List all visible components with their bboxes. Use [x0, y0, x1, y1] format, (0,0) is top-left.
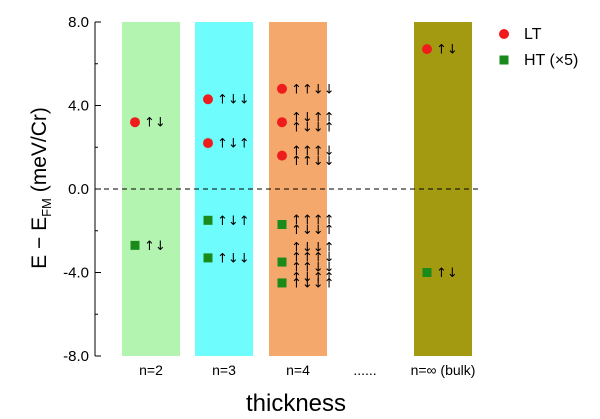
y-tick-label: -4.0: [63, 265, 89, 282]
lt-point: [277, 117, 287, 128]
lt-point: [422, 44, 432, 55]
spin-config-label: ↑↓: [144, 239, 166, 254]
spin-config-label: ↑↑↑↑: [291, 213, 335, 228]
y-axis-title-main: E − E: [28, 217, 51, 269]
spin-config-label: ↑↑↓↓: [291, 154, 335, 169]
lt-point: [203, 138, 213, 149]
spin-config-label: ↑↓↓↑: [291, 241, 335, 256]
lt-point: [130, 117, 140, 128]
spin-config-label: ↑↓: [436, 266, 458, 281]
ht-point: [277, 257, 287, 267]
ht-point: [203, 215, 213, 225]
y-axis-title-subscript: FM: [39, 198, 54, 217]
y-tick-label: 4.0: [68, 98, 89, 115]
spin-config-label: ↑↓↓↑: [291, 276, 335, 291]
x-tick-labels: n=2 n=3 n=4 n=∞ (bulk): [139, 362, 475, 378]
y-axis: 8.0 4.0 0.0 -4.0 -8.0: [63, 14, 101, 365]
lt-point: [277, 150, 287, 161]
ht-point: [203, 253, 213, 263]
spin-config-label: ↑↓↑: [217, 137, 250, 152]
x-tick-label: n=4: [286, 362, 310, 378]
spin-config-label: ↑↓: [144, 116, 166, 131]
x-tick-label: n=2: [139, 362, 163, 378]
ht-point: [130, 240, 140, 250]
spin-config-label: ↑↓↓↑: [291, 121, 335, 136]
x-axis-title: thickness: [246, 390, 346, 417]
legend-label: LT: [524, 26, 542, 43]
spin-config-label: ↑↓: [436, 43, 458, 58]
x-tick-label: n=∞ (bulk): [411, 362, 476, 378]
y-axis-title-unit: (meV/Cr): [28, 107, 51, 198]
y-axis-title: E − EFM (meV/Cr): [28, 107, 54, 269]
x-tick-label: n=3: [212, 362, 236, 378]
spin-config-label: ↑↑↓↓: [291, 261, 335, 276]
y-tick-label: 0.0: [68, 181, 89, 198]
spin-config-label: ↑↑↓↓: [291, 82, 335, 97]
spin-config-label: ↑↑↑↓: [291, 251, 335, 266]
legend-marker: [499, 29, 509, 39]
lt-point: [277, 83, 287, 94]
spin-config-label: ↑↓↑↑: [291, 271, 335, 286]
spin-config-label: ↑↓↓: [217, 251, 250, 266]
legend-label: HT (×5): [524, 52, 578, 69]
ellipsis-label: ......: [353, 362, 376, 378]
spin-config-label: ↑↓↓↑: [291, 223, 335, 238]
spin-config-label: ↑↓↑: [217, 214, 250, 229]
spin-config-label: ↑↑↑↓: [291, 144, 335, 159]
spin-config-label: ↑↓↑↑: [291, 111, 335, 126]
legend-marker: [499, 55, 509, 65]
data-points: ↑↓↑↓↓↑↓↑↑↑↓↓↑↓↑↑↑↓↓↑↑↑↑↓↑↑↓↓↑↓↑↓↑↓↑↑↓↓↑↑…: [130, 43, 458, 291]
y-tick-label: -8.0: [63, 348, 89, 365]
y-tick-label: 8.0: [68, 14, 89, 31]
legend: LT HT (×5): [499, 26, 578, 69]
ht-point: [277, 219, 287, 229]
spin-config-label: ↑↓↓: [217, 93, 250, 108]
ht-point: [422, 268, 432, 277]
ht-point: [277, 278, 287, 288]
lt-point: [203, 94, 213, 105]
